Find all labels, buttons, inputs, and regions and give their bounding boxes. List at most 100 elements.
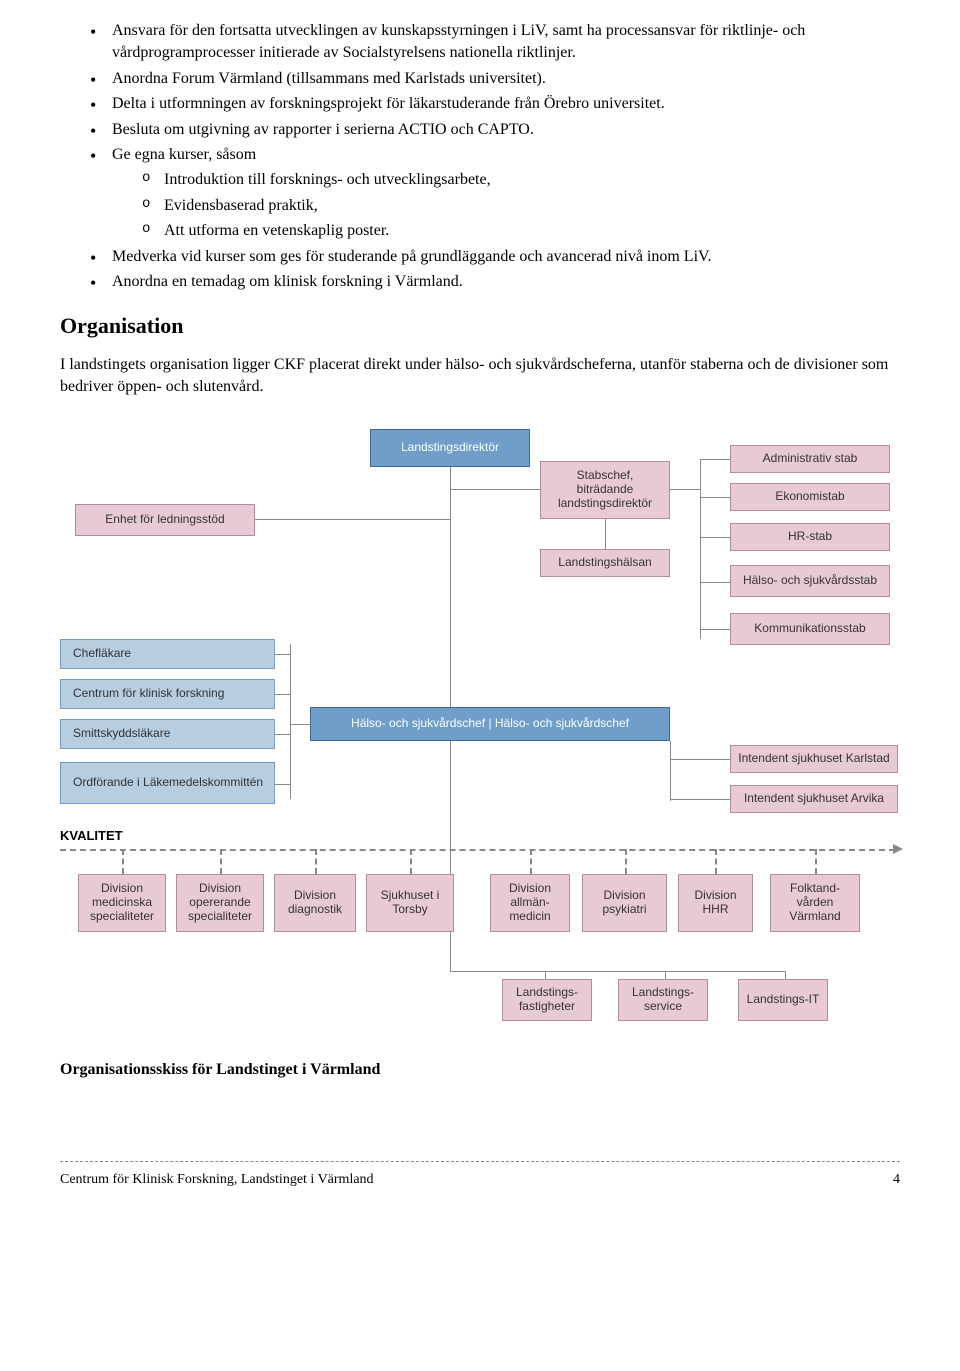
- node-intendent-karlstad: Intendent sjukhuset Karlstad: [730, 745, 898, 773]
- connector: [450, 741, 451, 971]
- node-ekonomi-stab: Ekonomistab: [730, 483, 890, 511]
- node-stabschef: Stabschef, biträdande landstingsdirektör: [540, 461, 670, 519]
- connector: [450, 971, 785, 972]
- node-label: Folktand-vården Värmland: [777, 882, 853, 923]
- node-div-hhr: Division HHR: [678, 874, 753, 932]
- bullet-text: Delta i utformningen av forskningsprojek…: [112, 95, 665, 112]
- node-intendent-arvika: Intendent sjukhuset Arvika: [730, 785, 898, 813]
- connector: [815, 849, 817, 874]
- node-label: Landstings-fastigheter: [509, 986, 585, 1014]
- node-div-op: Division opererande specialiteter: [176, 874, 264, 932]
- node-hsc: Hälso- och sjukvårdschef | Hälso- och sj…: [310, 707, 670, 741]
- node-label: Hälso- och sjukvårdschef | Hälso- och sj…: [351, 717, 629, 731]
- node-label: Landstingsdirektör: [401, 441, 499, 455]
- connector: [670, 799, 730, 800]
- node-label: Hälso- och sjukvårdsstab: [743, 574, 877, 588]
- node-smittskydd: Smittskyddsläkare: [60, 719, 275, 749]
- connector: [700, 582, 730, 583]
- sub-bullet-item: Evidensbaserad praktik,: [142, 195, 900, 217]
- node-ckf: Centrum för klinisk forskning: [60, 679, 275, 709]
- node-label: Administrativ stab: [763, 452, 858, 466]
- connector: [530, 849, 532, 874]
- node-label: Division diagnostik: [281, 889, 349, 917]
- bullet-text: Besluta om utgivning av rapporter i seri…: [112, 121, 534, 138]
- node-div-allman: Division allmän-medicin: [490, 874, 570, 932]
- node-fastigheter: Landstings-fastigheter: [502, 979, 592, 1021]
- node-lakemedel: Ordförande i Läkemedelskommittén: [60, 762, 275, 804]
- connector: [700, 459, 701, 639]
- node-ledningsstod: Enhet för ledningsstöd: [75, 504, 255, 536]
- section-heading: Organisation: [60, 311, 900, 342]
- node-landstingsdirektor: Landstingsdirektör: [370, 429, 530, 467]
- sub-bullet-list: Introduktion till forsknings- och utveck…: [142, 169, 900, 242]
- bullet-item: Anordna en temadag om klinisk forskning …: [90, 271, 900, 293]
- page-footer: Centrum för Klinisk Forskning, Landsting…: [60, 1170, 900, 1190]
- page-number: 4: [893, 1170, 900, 1190]
- footer-divider: [60, 1161, 900, 1162]
- sub-bullet-text: Evidensbaserad praktik,: [164, 197, 318, 214]
- bullet-text: Ge egna kurser, såsom: [112, 146, 256, 163]
- connector: [275, 654, 290, 655]
- sub-bullet-item: Att utforma en vetenskaplig poster.: [142, 220, 900, 242]
- node-label: Landstings-IT: [747, 993, 820, 1007]
- connector: [670, 759, 730, 760]
- node-div-psyk: Division psykiatri: [582, 874, 667, 932]
- connector: [700, 629, 730, 630]
- bullet-item: Anordna Forum Värmland (tillsammans med …: [90, 68, 900, 90]
- footer-left-text: Centrum för Klinisk Forskning, Landsting…: [60, 1170, 374, 1190]
- org-chart: Landstingsdirektör Stabschef, biträdande…: [60, 419, 900, 1029]
- node-label: Landstings-service: [625, 986, 701, 1014]
- bullet-text: Ansvara för den fortsatta utvecklingen a…: [112, 22, 805, 61]
- node-label: Landstingshälsan: [558, 556, 651, 570]
- connector: [700, 497, 730, 498]
- connector: [275, 694, 290, 695]
- node-folktand: Folktand-vården Värmland: [770, 874, 860, 932]
- node-label: HR-stab: [788, 530, 832, 544]
- connector: [315, 849, 317, 874]
- node-hr-stab: HR-stab: [730, 523, 890, 551]
- node-label: Smittskyddsläkare: [73, 727, 170, 741]
- node-label: Intendent sjukhuset Karlstad: [738, 752, 889, 766]
- bullet-item: Medverka vid kurser som ges för studeran…: [90, 246, 900, 268]
- node-label: Division medicinska specialiteter: [85, 882, 159, 923]
- node-label: Ordförande i Läkemedelskommittén: [73, 776, 263, 790]
- kvalitet-dashed-line: [60, 849, 895, 851]
- connector: [122, 849, 124, 874]
- node-landstingshalsan: Landstingshälsan: [540, 549, 670, 577]
- connector: [290, 644, 291, 799]
- node-label: Stabschef, biträdande landstingsdirektör: [547, 469, 663, 510]
- node-label: Ekonomistab: [775, 490, 844, 504]
- connector: [275, 734, 290, 735]
- bullet-text: Anordna Forum Värmland (tillsammans med …: [112, 70, 546, 87]
- connector: [670, 741, 671, 801]
- sub-bullet-text: Att utforma en vetenskaplig poster.: [164, 222, 389, 239]
- node-div-diag: Division diagnostik: [274, 874, 356, 932]
- bullet-list: Ansvara för den fortsatta utvecklingen a…: [90, 20, 900, 293]
- node-label: Chefläkare: [73, 647, 131, 661]
- bullet-text: Anordna en temadag om klinisk forskning …: [112, 273, 463, 290]
- connector: [625, 849, 627, 874]
- connector: [700, 459, 730, 460]
- org-paragraph: I landstingets organisation ligger CKF p…: [60, 354, 900, 399]
- node-label: Sjukhuset i Torsby: [373, 889, 447, 917]
- node-sjukhus-torsby: Sjukhuset i Torsby: [366, 874, 454, 932]
- connector: [450, 464, 451, 724]
- node-label: Division HHR: [685, 889, 746, 917]
- node-label: Centrum för klinisk forskning: [73, 687, 224, 701]
- connector: [240, 519, 450, 520]
- node-komm-stab: Kommunikationsstab: [730, 613, 890, 645]
- sub-bullet-item: Introduktion till forsknings- och utveck…: [142, 169, 900, 191]
- node-label: Enhet för ledningsstöd: [105, 513, 224, 527]
- connector: [220, 849, 222, 874]
- node-cheflakare: Chefläkare: [60, 639, 275, 669]
- connector: [410, 849, 412, 874]
- node-halso-stab: Hälso- och sjukvårdsstab: [730, 565, 890, 597]
- chart-caption: Organisationsskiss för Landstinget i Vär…: [60, 1059, 900, 1081]
- bullet-text: Medverka vid kurser som ges för studeran…: [112, 248, 712, 265]
- connector: [670, 489, 700, 490]
- kvalitet-label: KVALITET: [60, 827, 123, 845]
- node-div-med: Division medicinska specialiteter: [78, 874, 166, 932]
- sub-bullet-text: Introduktion till forsknings- och utveck…: [164, 171, 491, 188]
- node-label: Intendent sjukhuset Arvika: [744, 792, 884, 806]
- arrow-right-icon: [893, 844, 903, 854]
